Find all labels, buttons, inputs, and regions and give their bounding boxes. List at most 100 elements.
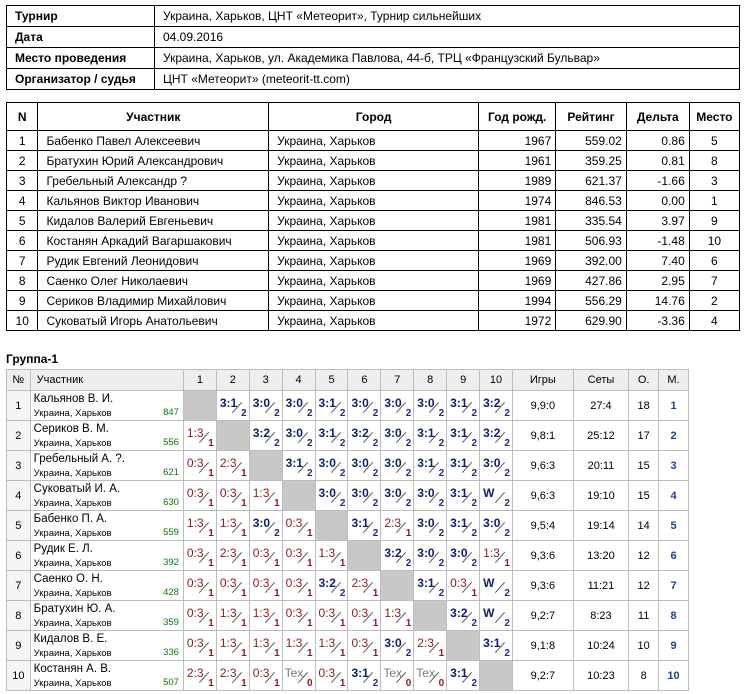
match-result-cell: 1:3 1 [479, 540, 513, 571]
match-points: 2 [339, 468, 346, 479]
match-score: 3:1 [219, 396, 238, 410]
player-cell: Бабенко П. А. Украина, Харьков 559 [29, 510, 184, 541]
table-row: 8 Саенко Олег Николаевич Украина, Харьков 1… [5, 270, 741, 291]
row-number: 9 [6, 630, 31, 661]
grid-header-col: 7 [380, 369, 415, 391]
games-stat: 9,3:6 [511, 570, 574, 601]
player-name: Кальянов В. И. [33, 393, 114, 405]
match-result-cell: 0:3 1 [347, 630, 382, 661]
match-points: 2 [372, 678, 379, 689]
players-header-cell: Год рожд. [478, 102, 557, 131]
info-row: Место проведения Украина, Харьков, ул. Ак… [6, 47, 740, 69]
match-points: 1 [471, 588, 478, 599]
match-points: 1 [339, 648, 346, 659]
match-result-cell: 0:3 1 [215, 570, 250, 601]
place-stat: 3 [658, 450, 689, 481]
match-score: 1:3 [252, 606, 270, 620]
match-result-cell: 3:1 2 [479, 630, 513, 661]
match-result-cell: 0:3 1 [248, 540, 283, 571]
match-points: 2 [405, 468, 412, 479]
players-cell: Украина, Харьков [268, 230, 480, 251]
match-score: 0:3 [318, 606, 336, 620]
player-cell: Кидалов В. Е. Украина, Харьков 336 [29, 630, 184, 661]
match-score: 3:0 [285, 426, 303, 440]
points-stat: 12 [628, 570, 660, 601]
match-score: 3:0 [285, 396, 303, 410]
match-points: 1 [208, 558, 214, 569]
match-result-cell: 3:0 2 [413, 540, 448, 571]
match-result-cell: 3:0 2 [347, 450, 382, 481]
match-score: 3:1 [450, 396, 468, 410]
player-cell: Гребельный А. ?. Украина, Харьков 621 [29, 450, 184, 481]
sets-stat: 19:14 [572, 510, 630, 541]
row-number: 5 [6, 510, 31, 541]
players-cell: Кидалов Валерий Евгеньевич [37, 210, 270, 231]
match-score: 0:3 [186, 576, 204, 590]
match-score: 3:1 [417, 426, 435, 440]
match-score: 1:3 [186, 426, 204, 440]
sets-stat: 13:20 [572, 540, 630, 571]
match-result-cell: 0:3 1 [281, 600, 316, 631]
match-points: 1 [339, 618, 346, 629]
player-cell: Кальянов В. И. Украина, Харьков 847 [29, 390, 184, 421]
match-points: 1 [306, 618, 313, 629]
match-result-cell: 3:1 2 [446, 390, 481, 421]
match-points: 2 [339, 588, 346, 599]
table-row: 2 Братухин Юрий Александрович Украина, Хар… [5, 150, 741, 171]
match-score: 2:3 [417, 636, 434, 650]
players-cell: 1972 [478, 310, 557, 331]
players-cell: Украина, Харьков [268, 270, 480, 291]
match-result-cell: Tex 0 [380, 660, 415, 691]
games-stat: 9,2:7 [511, 660, 574, 691]
match-score: 3:1 [450, 486, 468, 500]
match-points: 2 [471, 528, 478, 539]
players-cell: Украина, Харьков [268, 290, 480, 311]
info-label: Организатор / судья [6, 68, 155, 90]
info-label: Место проведения [6, 47, 155, 69]
player-cell: Костанян А. В. Украина, Харьков 507 [29, 660, 184, 691]
players-cell: 4 [688, 310, 741, 331]
match-points: 1 [208, 498, 214, 509]
match-score: 0:3 [186, 456, 204, 470]
match-points: 2 [438, 468, 445, 479]
grid-header-col: 1 [182, 369, 217, 391]
match-points: 2 [504, 618, 510, 629]
points-stat: 14 [628, 510, 660, 541]
match-points: 1 [241, 498, 247, 509]
match-result-cell: 2:3 1 [182, 660, 217, 691]
match-points: 2 [372, 498, 379, 509]
players-cell: 556.29 [555, 290, 627, 311]
match-score: 0:3 [252, 666, 270, 680]
match-result-cell: 3:1 2 [446, 450, 481, 481]
grid-header-place: М. [658, 369, 689, 391]
match-points: 2 [504, 588, 510, 599]
self-match-cell [479, 660, 513, 691]
table-row: 7 Саенко О. Н. Украина, Харьков 428 0:3 1 0:3 1… [6, 570, 689, 601]
match-points: 2 [274, 438, 280, 449]
players-cell: 1981 [478, 210, 557, 231]
sets-stat: 19:10 [572, 480, 630, 511]
row-number: 4 [6, 480, 31, 511]
match-score: 3:0 [384, 396, 402, 410]
match-score: 0:3 [186, 486, 204, 500]
match-result-cell: 3:1 2 [413, 450, 448, 481]
row-number: 2 [6, 420, 31, 451]
player-name: Сериков В. М. [33, 423, 109, 435]
match-score: 1:3 [219, 516, 237, 530]
match-points: 1 [208, 618, 214, 629]
match-points: 0 [306, 678, 313, 689]
table-row: 4 Суковатый И. А. Украина, Харьков 630 0:3 1 0… [6, 480, 689, 511]
match-score: 3:1 [450, 516, 468, 530]
match-score: 1:3 [252, 486, 270, 500]
games-stat: 9,6:3 [511, 450, 574, 481]
games-stat: 9,2:7 [511, 600, 574, 631]
match-result-cell: 3:0 2 [380, 390, 415, 421]
match-score: Tex [284, 666, 304, 680]
match-result-cell: 0:3 1 [281, 540, 316, 571]
match-points: 2 [438, 498, 445, 509]
players-cell: Костанян Аркадий Вагаршакович [37, 230, 270, 251]
match-result-cell: 3:0 2 [413, 480, 448, 511]
match-score: 0:3 [186, 546, 204, 560]
